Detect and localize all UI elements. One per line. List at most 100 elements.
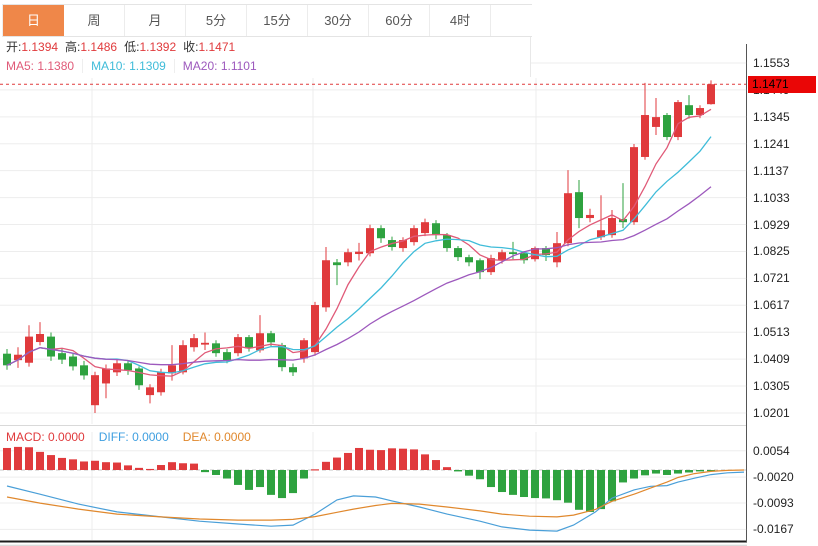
candle-body — [80, 365, 88, 376]
tab-1mo[interactable]: 月 — [125, 5, 186, 36]
candle-body — [652, 117, 660, 127]
macd-tick-label: -0.0167 — [753, 522, 794, 537]
tab-1d[interactable]: 日 — [3, 5, 64, 36]
macd-bar — [410, 449, 418, 470]
macd-bar — [685, 470, 693, 473]
candle-body — [487, 258, 495, 273]
candle-body — [58, 353, 66, 360]
candle-body — [641, 115, 649, 157]
macd-bar — [619, 470, 627, 483]
tab-15m[interactable]: 15分 — [247, 5, 308, 36]
macd-bar — [201, 470, 209, 473]
tab-30m[interactable]: 30分 — [308, 5, 369, 36]
candle-body — [509, 252, 517, 255]
dea-value: DEA: 0.0000 — [182, 430, 251, 444]
macd-bar — [289, 470, 297, 494]
candle-body — [465, 257, 473, 263]
macd-tick-label: -0.0020 — [753, 470, 794, 485]
macd-bar — [487, 470, 495, 488]
macd-bar — [14, 446, 22, 470]
candle-body — [322, 260, 330, 308]
candle-body — [190, 338, 198, 348]
macd-bar — [168, 462, 176, 470]
macd-bar — [278, 470, 286, 499]
macd-bar — [465, 470, 473, 476]
macd-bar — [113, 462, 121, 470]
candle-body — [267, 333, 275, 343]
candle-body — [234, 337, 242, 354]
candle-body — [685, 105, 693, 116]
candle-body — [69, 356, 77, 367]
candle-body — [674, 102, 682, 138]
macd-bar — [223, 470, 231, 479]
macd-value: MACD: 0.0000 — [6, 430, 85, 444]
macd-bar — [179, 463, 187, 470]
macd-bar — [608, 470, 616, 502]
macd-bar — [421, 454, 429, 470]
candle-body — [157, 372, 165, 393]
candle-body — [707, 84, 715, 105]
macd-bar — [377, 450, 385, 470]
diff-value: DIFF: 0.0000 — [98, 430, 169, 444]
candle-body — [146, 387, 154, 396]
macd-bar — [190, 463, 198, 470]
macd-bar — [476, 470, 484, 480]
dea-line — [6, 469, 745, 521]
tab-5m[interactable]: 5分 — [186, 5, 247, 36]
tab-4h[interactable]: 4时 — [430, 5, 491, 36]
macd-bar — [663, 470, 671, 475]
macd-bar — [520, 470, 528, 498]
timeframe-tab-bar: 日周月 5分 15分 30分 60分 4时 — [2, 4, 532, 37]
macd-bar — [333, 457, 341, 470]
macd-bar — [102, 462, 110, 470]
candle-body — [113, 363, 121, 373]
candle-body — [102, 368, 110, 384]
current-price-tag: 1.1471 — [748, 75, 816, 93]
diff-line — [6, 471, 745, 532]
ma10-value: MA10: 1.1309 — [91, 58, 175, 73]
macd-bar — [91, 460, 99, 470]
candle-body — [36, 334, 44, 343]
tab-1w[interactable]: 周 — [64, 5, 125, 36]
macd-bar — [366, 449, 374, 470]
macd-bar — [707, 470, 715, 472]
macd-bar — [454, 470, 462, 472]
candle-body — [608, 218, 616, 236]
macd-bar — [3, 447, 11, 470]
ma20-line — [6, 186, 712, 366]
price-tick-label: 1.0929 — [753, 217, 790, 232]
tab-60m[interactable]: 60分 — [369, 5, 430, 36]
candle-body — [531, 248, 539, 260]
candle-body — [344, 252, 352, 263]
macd-bar — [256, 470, 264, 488]
macd-bar — [300, 470, 308, 479]
macd-bar — [25, 447, 33, 470]
candle-body — [586, 214, 594, 219]
price-tick-label: 1.0617 — [753, 298, 790, 313]
candle-body — [245, 337, 253, 349]
price-tick-label: 1.1553 — [753, 56, 790, 70]
macd-bar — [344, 452, 352, 470]
macd-bar — [509, 470, 517, 495]
macd-bar — [399, 448, 407, 470]
ma5-line — [6, 108, 712, 377]
macd-bar — [531, 470, 539, 499]
macd-bar — [443, 467, 451, 470]
ma-row: MA5: 1.1380 MA10: 1.1309 MA20: 1.1101 — [0, 56, 530, 75]
candle-body — [443, 235, 451, 249]
price-tick-label: 1.0305 — [753, 379, 790, 394]
macd-bar — [630, 470, 638, 479]
candle-body — [476, 260, 484, 273]
macd-bar — [311, 469, 319, 471]
price-tick-label: 1.0721 — [753, 271, 790, 286]
candle-body — [421, 222, 429, 234]
macd-bar — [674, 470, 682, 474]
candle-body — [91, 375, 99, 406]
macd-bar — [575, 470, 583, 510]
open-value: 开:1.1394 — [6, 40, 59, 54]
candle-body — [201, 342, 209, 345]
macd-bar — [245, 470, 253, 490]
candle-body — [399, 240, 407, 249]
